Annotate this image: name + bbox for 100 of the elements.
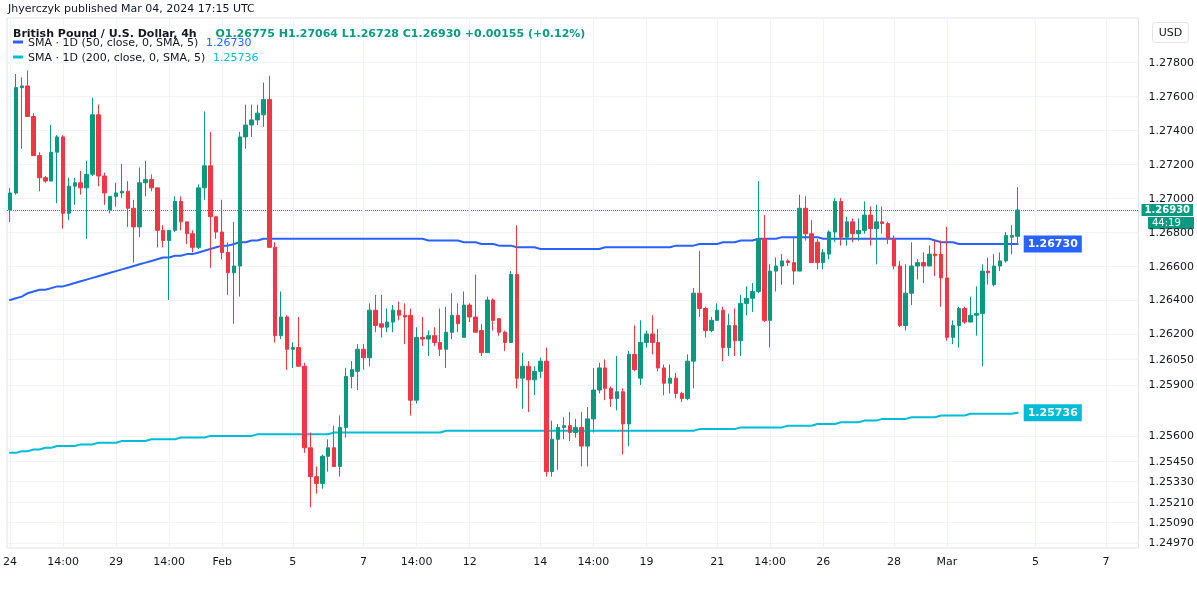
- candlestick: [609, 386, 613, 408]
- candlestick: [962, 306, 967, 325]
- candlestick: [945, 226, 949, 342]
- candlestick: [279, 290, 283, 340]
- x-tick-label: 7: [360, 555, 368, 568]
- candlestick: [550, 420, 554, 478]
- candlestick: [780, 253, 784, 286]
- y-tick-label: 1.27200: [1148, 157, 1195, 171]
- y-tick-label: 1.27600: [1148, 89, 1195, 103]
- candlestick: [344, 367, 348, 439]
- legend-label: SMA · 1D (200, close, 0, SMA, 5): [28, 50, 206, 64]
- candlestick: [986, 257, 990, 286]
- candlestick: [491, 297, 495, 332]
- candlestick: [603, 358, 607, 401]
- candlestick: [332, 425, 336, 467]
- y-tick-label: 1.26200: [1148, 327, 1195, 341]
- candlestick: [78, 170, 83, 196]
- candlestick: [338, 415, 342, 478]
- x-tick-label: 7: [1102, 555, 1110, 568]
- candlestick: [49, 124, 53, 182]
- x-tick-label: 14:00: [754, 555, 787, 568]
- candlestick: [73, 177, 77, 206]
- candlestick: [632, 324, 637, 372]
- data-label: 1.26730: [1027, 237, 1079, 251]
- candlestick: [927, 245, 932, 267]
- candlestick: [14, 73, 18, 196]
- candlestick: [868, 206, 873, 247]
- y-tick-label: 1.27800: [1148, 55, 1195, 69]
- candlestick: [850, 217, 855, 243]
- x-tick-label: 14: [533, 555, 548, 568]
- candlestick: [562, 416, 566, 440]
- y-tick-label: 1.26050: [1148, 352, 1195, 366]
- candlestick: [733, 307, 737, 357]
- candlestick: [444, 306, 448, 369]
- candlestick: [114, 182, 118, 208]
- candlestick: [426, 330, 431, 357]
- y-tick-label: 1.27400: [1148, 123, 1195, 137]
- candlestick: [397, 301, 401, 321]
- candlestick: [420, 316, 425, 347]
- y-tick-label: 1.24970: [1148, 536, 1195, 550]
- candlestick: [573, 418, 578, 439]
- candlestick: [621, 387, 625, 456]
- text: 1.26730: [205, 35, 252, 49]
- candlestick: [680, 391, 684, 403]
- candlestick: [556, 423, 560, 471]
- x-tick-label: 29: [109, 555, 124, 568]
- candlestick: [827, 229, 831, 260]
- x-tick-label: Mar: [936, 555, 958, 568]
- candlestick: [998, 251, 1002, 272]
- candlestick: [220, 199, 224, 260]
- candlestick: [291, 341, 295, 369]
- candlestick: [120, 163, 124, 199]
- candlestick: [762, 214, 767, 323]
- candlestick: [939, 240, 943, 308]
- x-tick-label: 28: [886, 555, 901, 568]
- ref-line-label: 1.26930: [1144, 204, 1191, 216]
- y-tick-label: 1.27000: [1148, 191, 1195, 205]
- candlestick: [933, 240, 937, 277]
- candlestick: [892, 234, 896, 270]
- candlestick: [485, 296, 490, 354]
- y-tick-label: 1.25600: [1148, 429, 1195, 443]
- candlestick: [880, 206, 884, 235]
- candlestick: [992, 253, 996, 287]
- x-tick-label: 24: [2, 555, 17, 568]
- candlestick: [568, 411, 572, 442]
- line-series: [8, 236, 1019, 301]
- candlestick: [55, 134, 59, 204]
- candlestick: [721, 306, 725, 362]
- x-tick-label: 26: [816, 555, 831, 568]
- text: Jhyerczyk published Mar 04, 2024 17:15 UTC: [7, 2, 256, 15]
- candlestick: [579, 411, 584, 467]
- candlestick: [285, 314, 289, 371]
- candlestick: [391, 304, 395, 333]
- candlestick: [226, 241, 230, 296]
- candlestick: [845, 216, 849, 247]
- candlestick: [544, 347, 549, 478]
- candlestick: [774, 257, 778, 292]
- candlestick: [361, 343, 366, 371]
- candlestick: [792, 236, 796, 286]
- candlestick: [727, 313, 731, 357]
- candlestick: [668, 364, 672, 394]
- x-tick-label: 14:00: [577, 555, 610, 568]
- y-tick-label: 1.25330: [1148, 475, 1195, 489]
- x-tick-label: Feb: [212, 555, 232, 568]
- candlestick: [921, 251, 926, 284]
- y-tick-label: 1.26600: [1148, 259, 1195, 273]
- x-tick-label: 19: [639, 555, 654, 568]
- candlestick: [526, 360, 531, 413]
- candlestick: [462, 290, 466, 338]
- x-tick-label: 14:00: [47, 555, 79, 568]
- candlestick: [768, 263, 772, 349]
- data-label: 1.25736: [1027, 406, 1079, 420]
- candlestick: [615, 355, 619, 411]
- x-tick-label: 12: [462, 555, 477, 568]
- candlestick: [367, 302, 372, 367]
- candlestick: [520, 352, 525, 410]
- candlestick: [786, 258, 790, 267]
- line-series: [8, 411, 1019, 454]
- candlestick: [61, 134, 65, 230]
- candlestick: [1004, 231, 1008, 264]
